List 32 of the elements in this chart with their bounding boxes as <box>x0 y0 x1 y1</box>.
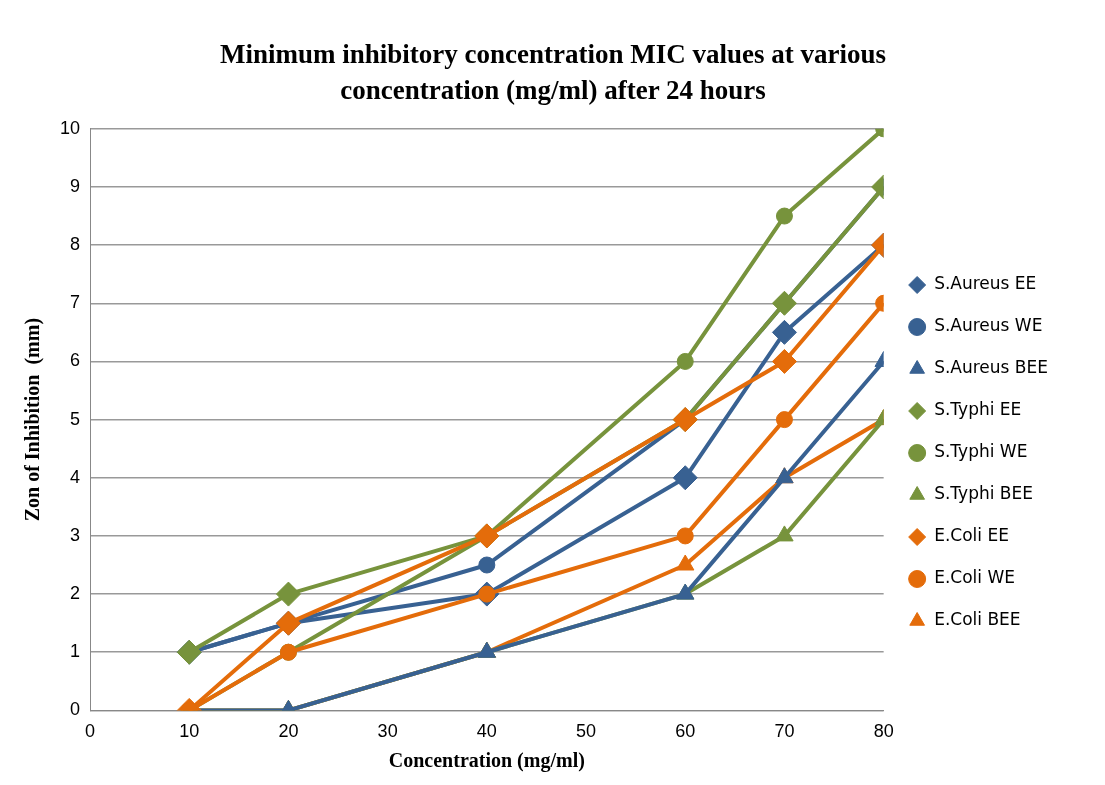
y-tick-label: 1 <box>70 641 81 662</box>
x-tick-label: 80 <box>873 721 894 742</box>
x-tick-label: 50 <box>576 721 597 742</box>
legend-label: E.Coli EE <box>934 525 1009 546</box>
y-tick-label: 10 <box>59 117 81 138</box>
x-tick-label: 30 <box>377 721 398 742</box>
legend-label: E.Coli BEE <box>934 609 1021 630</box>
y-tick-label: 5 <box>70 408 81 429</box>
y-tick-label: 4 <box>70 466 81 487</box>
y-tick-label: 6 <box>70 350 81 371</box>
legend-label: S.Typhi BEE <box>934 483 1033 504</box>
legend-label: E.Coli WE <box>934 567 1015 588</box>
x-tick-label: 10 <box>179 721 200 742</box>
y-tick-label: 7 <box>70 292 81 313</box>
chart-title: Minimum inhibitory concentration MIC values at various concentration (mg/ml) after 24 hours <box>219 38 887 107</box>
x-tick-label: 20 <box>278 721 299 742</box>
x-tick-label: 40 <box>476 721 497 742</box>
legend-label: S.Aureus EE <box>934 273 1037 294</box>
legend-label: S.Typhi EE <box>934 399 1022 420</box>
y-tick-label: 9 <box>70 175 81 196</box>
y-tick-label: 8 <box>70 234 81 255</box>
x-tick-label: 70 <box>774 721 795 742</box>
x-tick-label: 60 <box>675 721 696 742</box>
x-axis-title: Concentration (mg/ml) <box>388 749 585 773</box>
y-axis-title: Zon of Inhibition (mm) <box>21 317 45 522</box>
y-tick-label: 3 <box>70 524 81 545</box>
legend-label: S.Aureus BEE <box>934 357 1049 378</box>
y-tick-label: 2 <box>70 583 81 604</box>
y-tick-label: 0 <box>70 699 81 720</box>
legend-label: S.Typhi WE <box>934 441 1028 462</box>
x-tick-label: 0 <box>85 721 96 742</box>
legend-label: S.Aureus WE <box>934 315 1043 336</box>
